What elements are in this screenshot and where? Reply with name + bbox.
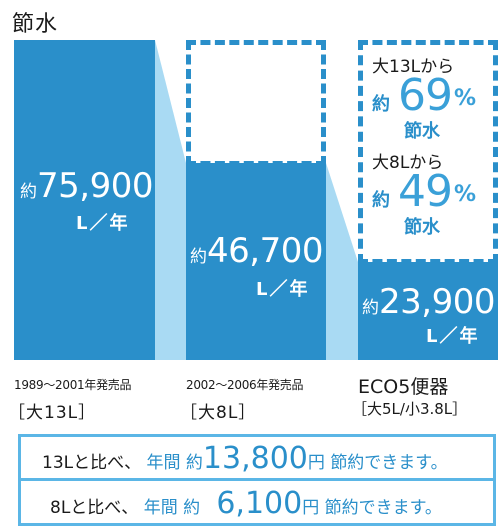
callout-a-number: 69 bbox=[398, 70, 453, 121]
connector-2-3 bbox=[326, 163, 358, 360]
savings-row-2-tail: 節約できます。 bbox=[324, 498, 442, 518]
savings-divider bbox=[18, 478, 496, 481]
bar-2-unit: L／年 bbox=[256, 279, 310, 300]
page-title: 節水 bbox=[12, 12, 59, 37]
bar-1-unit: L／年 bbox=[76, 213, 130, 234]
connector-1-2 bbox=[155, 40, 186, 360]
savings-row-1-amount: 13,800 bbox=[202, 441, 308, 476]
bar-2 bbox=[186, 163, 326, 360]
bar-3-product-name: ECO5便器 bbox=[358, 376, 449, 398]
savings-row-1-lead: 13Lと比べ、 bbox=[42, 453, 142, 473]
bar-3-unit: L／年 bbox=[426, 326, 480, 347]
bar-1-value: 75,900 bbox=[37, 166, 153, 206]
bar-1-spec: ［大13L］ bbox=[8, 403, 97, 423]
bar-2-years: 2002〜2006年発売品 bbox=[186, 378, 304, 392]
savings-row-1-tail: 節約できます。 bbox=[330, 453, 448, 473]
callout-a-percent: % bbox=[454, 86, 477, 111]
bar-1-years: 1989〜2001年発売品 bbox=[14, 378, 132, 392]
bar-1-approx: 約 bbox=[20, 182, 37, 202]
savings-row-1-approx: 約 bbox=[185, 453, 203, 473]
callout-b-label: 大8Lから bbox=[372, 153, 444, 173]
savings-row-2: 8Lと比べ、 年間 約 6,100円 節約できます。 bbox=[50, 486, 442, 521]
callout-a-approx: 約 bbox=[372, 94, 390, 115]
bar-3-previous-outline bbox=[358, 40, 498, 264]
callout-a-word: 節水 bbox=[404, 121, 440, 142]
callout-a-label: 大13Lから bbox=[372, 57, 455, 77]
bar-1-value-label: 約75,900 bbox=[20, 166, 153, 206]
savings-row-2-lead: 8Lと比べ、 bbox=[50, 498, 139, 518]
bar-2-value-label: 約46,700 bbox=[190, 231, 323, 271]
bar-3-approx: 約 bbox=[362, 298, 379, 318]
bar-3-value-label: 約23,900 bbox=[362, 282, 495, 322]
savings-row-1: 13Lと比べ、 年間 約13,800円 節約できます。 bbox=[42, 441, 448, 476]
bar-1 bbox=[14, 40, 155, 360]
callout-b-percent: % bbox=[454, 182, 477, 207]
callout-b-number: 49 bbox=[398, 166, 453, 217]
bar-2-previous-outline bbox=[186, 40, 326, 166]
bar-2-spec: ［大8L］ bbox=[180, 403, 257, 423]
bar-3 bbox=[358, 262, 498, 360]
callout-b-approx: 約 bbox=[372, 190, 390, 211]
savings-row-1-yen: 円 bbox=[307, 453, 325, 473]
bar-2-approx: 約 bbox=[190, 247, 207, 267]
savings-row-2-amount: 6,100 bbox=[216, 486, 303, 521]
bar-3-value: 23,900 bbox=[379, 282, 495, 322]
savings-row-1-period: 年間 bbox=[146, 453, 181, 473]
savings-row-2-period: 年間 bbox=[143, 498, 178, 518]
bar-3-spec: ［大5L/小3.8L］ bbox=[352, 400, 468, 418]
bar-2-value: 46,700 bbox=[207, 231, 323, 271]
callout-b-word: 節水 bbox=[404, 217, 440, 238]
savings-row-2-approx: 約 bbox=[183, 498, 201, 518]
savings-row-2-yen: 円 bbox=[302, 498, 320, 518]
